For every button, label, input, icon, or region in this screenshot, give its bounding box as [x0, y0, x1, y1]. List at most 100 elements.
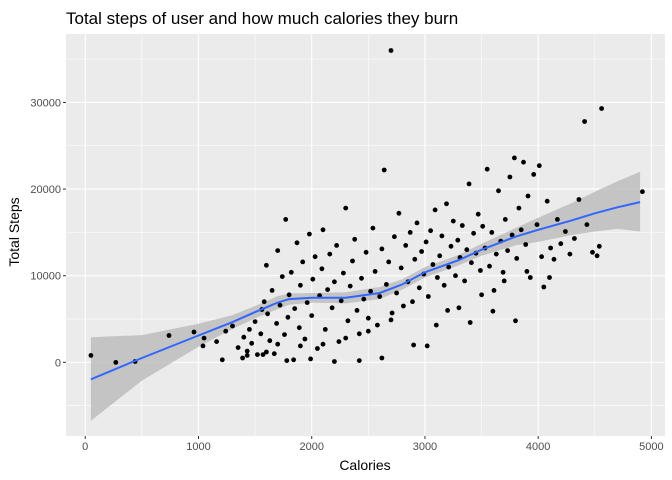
x-tick-label: 2000: [299, 441, 323, 453]
data-point: [496, 188, 501, 194]
data-point: [493, 251, 499, 257]
y-tick-label: 20000: [30, 184, 61, 196]
data-point: [489, 230, 495, 235]
data-point: [523, 242, 529, 247]
data-point: [396, 210, 402, 216]
data-point: [555, 217, 560, 222]
data-point: [365, 328, 371, 334]
data-point: [261, 299, 267, 305]
data-point: [300, 259, 306, 265]
data-point: [448, 243, 454, 249]
data-point: [88, 353, 94, 358]
data-point: [507, 174, 513, 180]
data-point: [377, 294, 383, 299]
data-point: [433, 322, 439, 328]
data-point: [279, 274, 285, 279]
data-point: [312, 254, 318, 260]
data-point: [518, 227, 524, 233]
data-point: [166, 333, 172, 338]
data-point: [354, 308, 360, 313]
data-point: [487, 263, 492, 269]
data-point: [394, 290, 399, 296]
data-point: [372, 269, 378, 274]
data-point: [343, 205, 349, 211]
data-point: [332, 279, 337, 285]
data-point: [255, 352, 260, 357]
x-tick-label: 1000: [186, 441, 210, 453]
data-point: [252, 319, 258, 324]
axis-ticks: [63, 101, 652, 439]
data-point: [567, 251, 573, 257]
data-point: [398, 265, 404, 271]
data-point: [241, 334, 247, 340]
data-point: [343, 335, 349, 341]
data-point: [466, 181, 472, 187]
data-point: [244, 353, 250, 358]
data-point: [502, 217, 508, 222]
data-point: [352, 236, 358, 242]
data-point: [322, 327, 328, 332]
data-point: [292, 306, 298, 311]
data-point: [416, 285, 422, 291]
data-point: [419, 249, 424, 254]
data-point: [584, 222, 590, 228]
data-point: [514, 256, 520, 261]
data-point: [345, 318, 351, 324]
data-point: [264, 262, 269, 268]
data-point: [484, 166, 490, 172]
data-point: [332, 359, 337, 364]
data-point: [379, 355, 385, 361]
data-point: [267, 338, 273, 344]
data-point: [411, 342, 416, 348]
data-point: [501, 278, 507, 284]
data-point: [230, 323, 235, 329]
data-point: [223, 328, 229, 334]
data-point: [308, 356, 313, 362]
data-point: [341, 270, 346, 276]
data-point: [464, 247, 470, 253]
data-point: [310, 276, 316, 282]
data-point: [359, 275, 364, 281]
data-point: [277, 302, 283, 308]
data-point: [388, 317, 394, 323]
data-point: [302, 336, 308, 342]
x-axis-title: Calories: [339, 457, 390, 473]
data-point: [491, 288, 497, 293]
data-point: [392, 234, 397, 240]
x-tick-label: 0: [82, 441, 88, 453]
data-point: [456, 305, 462, 311]
data-point: [509, 232, 515, 238]
data-point: [201, 335, 207, 341]
data-point: [435, 275, 440, 280]
data-point: [320, 227, 326, 233]
data-point: [368, 288, 373, 294]
data-point: [320, 341, 326, 347]
data-point: [412, 256, 418, 262]
data-point: [414, 220, 420, 226]
data-point: [594, 253, 600, 259]
data-point: [462, 278, 467, 284]
data-point: [471, 230, 476, 236]
data-point: [596, 243, 602, 249]
data-point: [294, 240, 300, 246]
x-tick-label: 5000: [639, 441, 663, 453]
data-point: [249, 340, 255, 346]
data-point: [401, 303, 406, 309]
data-point: [361, 296, 367, 302]
y-tick-label: 0: [55, 357, 61, 369]
data-point: [264, 349, 269, 355]
data-point: [307, 231, 312, 237]
data-point: [191, 329, 197, 335]
data-point: [296, 325, 302, 331]
data-point: [512, 155, 517, 161]
y-axis-tick-labels: 0 10000 20000 30000: [30, 97, 61, 369]
data-point: [240, 355, 246, 361]
data-point: [291, 357, 296, 363]
data-point: [423, 239, 429, 245]
data-point: [336, 339, 342, 344]
data-point: [516, 205, 522, 211]
data-point: [525, 193, 531, 199]
plot-panel: [66, 34, 665, 436]
data-point: [356, 358, 362, 363]
data-point: [582, 119, 587, 124]
